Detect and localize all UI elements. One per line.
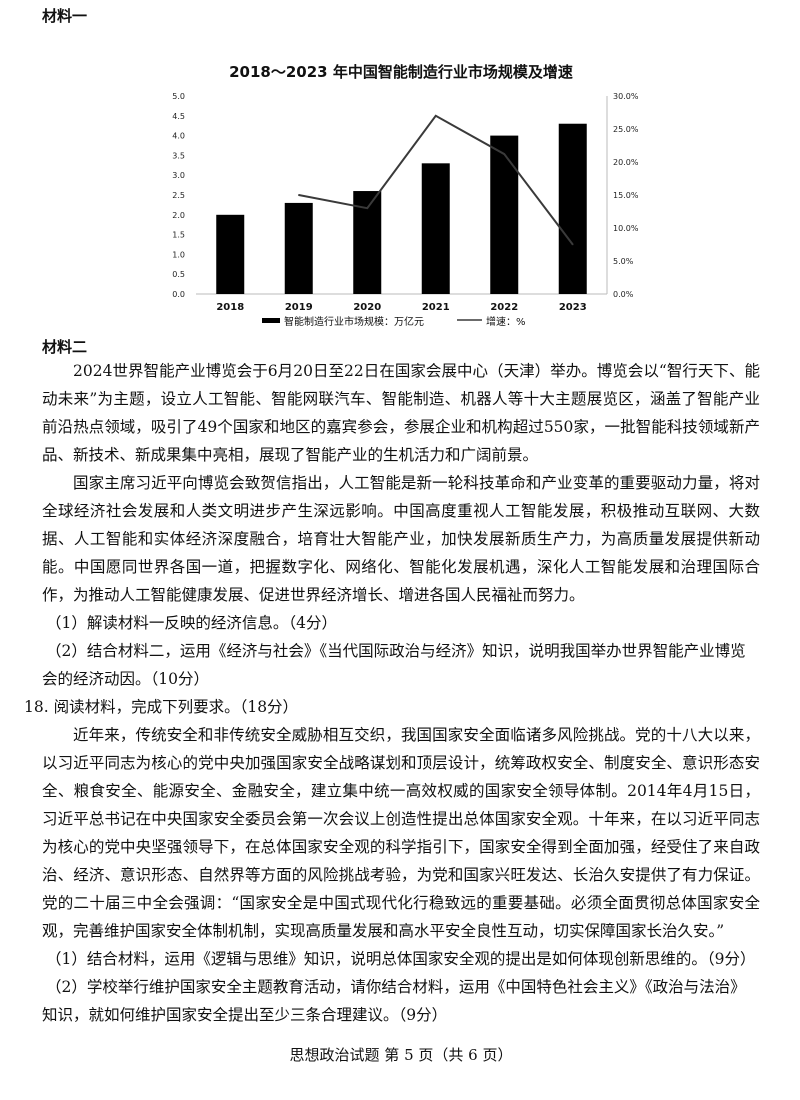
material2-paragraph-2: 国家主席习近平向博览会致贺信指出，人工智能是新一轮科技革命和产业变革的重要驱动力… <box>42 474 760 604</box>
bar-2018 <box>216 214 245 294</box>
x-tick-label: 2018 <box>216 302 244 313</box>
material2-paragraph-1: 2024世界智能产业博览会于6月20日至22日在国家会展中心（天津）举办。博览会… <box>42 362 760 464</box>
question-18-heading: 18. 阅读材料，完成下列要求。（18分） <box>24 698 299 716</box>
x-tick-label: 2023 <box>559 302 587 313</box>
legend-bar-label: 智能制造行业市场规模：万亿元 <box>284 315 424 328</box>
material2-heading: 材料二 <box>42 338 88 356</box>
question-18-2: （2）学校举行维护国家安全主题教育活动，请你结合材料，运用《中国特色社会主义》《… <box>42 978 746 1024</box>
x-tick-label: 2022 <box>490 302 518 313</box>
left-tick-label: 5.0 <box>172 92 185 101</box>
question-17-2: （2）结合材料二，运用《经济与社会》《当代国际政治与经济》知识，说明我国举办世界… <box>42 642 746 688</box>
question-17-1: （1）解读材料一反映的经济信息。（4分） <box>46 614 337 632</box>
left-tick-label: 3.0 <box>172 171 185 180</box>
legend-bar-swatch <box>262 318 280 323</box>
material1-heading: 材料一 <box>42 7 88 25</box>
left-tick-label: 3.5 <box>172 151 185 160</box>
x-tick-label: 2019 <box>285 302 313 313</box>
x-tick-label: 2020 <box>353 302 381 313</box>
growth-point-2021 <box>434 115 437 117</box>
right-tick-label: 30.0% <box>613 92 639 101</box>
right-tick-label: 15.0% <box>613 191 639 200</box>
chart-title: 2018～2023 年中国智能制造行业市场规模及增速 <box>229 63 573 81</box>
chart-container: 0.0 0.5 1.0 1.5 2.0 2.5 3.0 3.5 4.0 4.5 5.0 0.0% 5.0… <box>0 82 760 337</box>
right-tick-label: 5.0% <box>613 257 634 266</box>
growth-point-2020 <box>366 207 369 209</box>
bar-2021 <box>421 163 450 294</box>
right-tick-label: 10.0% <box>613 224 639 233</box>
left-tick-label: 0.0 <box>172 290 185 299</box>
page: 材料一 2018～2023 年中国智能制造行业市场规模及增速 0.0 0.5 1.0… <box>0 7 760 1064</box>
chart: 0.0 0.5 1.0 1.5 2.0 2.5 3.0 3.5 4.0 4.5 5.0 0.0% 5.0… <box>172 92 639 328</box>
left-tick-label: 4.5 <box>172 112 185 121</box>
growth-point-2022 <box>503 153 506 155</box>
bar-2023 <box>558 123 587 294</box>
right-tick-label: 20.0% <box>613 158 639 167</box>
bar-2022 <box>490 135 519 294</box>
legend-line-label: 增速：% <box>486 315 526 328</box>
x-tick-label: 2021 <box>422 302 450 313</box>
growth-point-2023 <box>571 243 574 246</box>
question-18-material: 近年来，传统安全和非传统安全威胁相互交织，我国国家安全面临诸多风险挑战。党的十八… <box>42 726 760 940</box>
left-tick-label: 4.0 <box>172 132 185 141</box>
question-18-1: （1）结合材料，运用《逻辑与思维》知识，说明总体国家安全观的提出是如何体现创新思… <box>46 950 756 968</box>
left-tick-label: 1.5 <box>172 231 185 240</box>
left-tick-label: 0.5 <box>172 270 185 279</box>
growth-point-2019 <box>297 194 300 196</box>
right-tick-label: 0.0% <box>613 290 634 299</box>
right-tick-label: 25.0% <box>613 125 639 134</box>
left-tick-label: 1.0 <box>172 250 185 259</box>
left-tick-label: 2.5 <box>172 191 185 200</box>
left-tick-label: 2.0 <box>172 211 185 220</box>
page-footer: 思想政治试题 第 5 页（共 6 页） <box>289 1046 513 1064</box>
bar-2019 <box>284 202 313 294</box>
